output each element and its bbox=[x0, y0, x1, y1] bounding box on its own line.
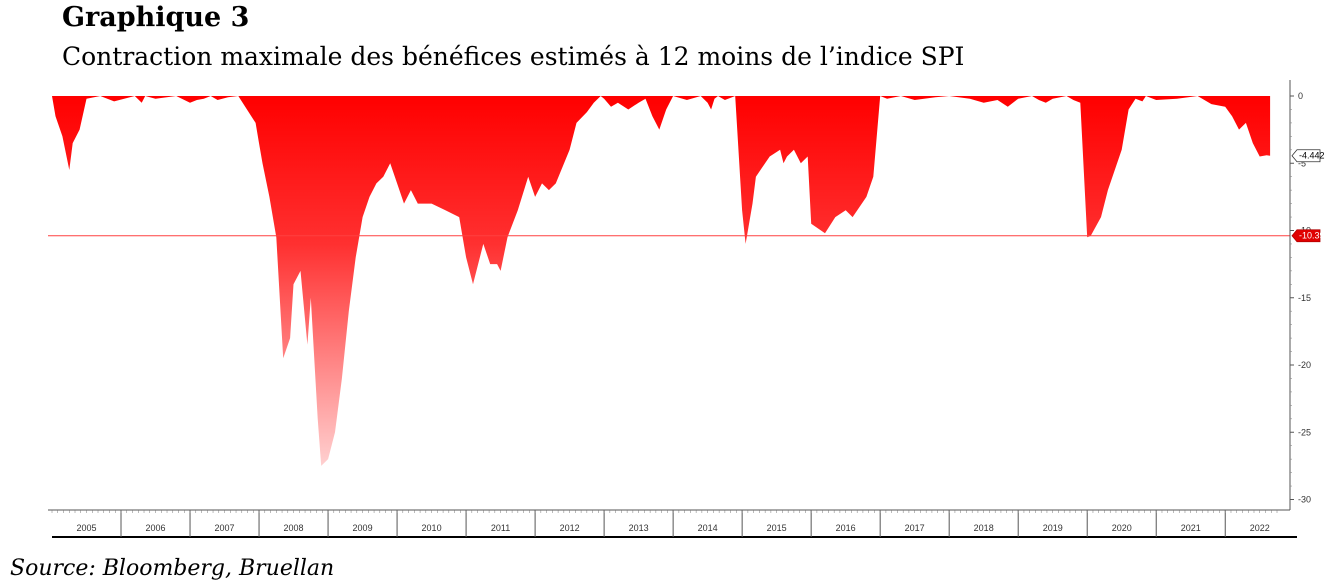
axes: 0-5-10-15-20-25-302005200620072008200920… bbox=[48, 80, 1311, 538]
last-value-label: -4.442 bbox=[1299, 151, 1325, 161]
x-tick-label: 2019 bbox=[1043, 523, 1063, 533]
x-tick-label: 2009 bbox=[353, 523, 373, 533]
x-tick-label: 2005 bbox=[76, 523, 96, 533]
x-tick-label: 2010 bbox=[422, 523, 442, 533]
reference-value-label: -10.39 bbox=[1299, 231, 1325, 241]
x-tick-label: 2015 bbox=[767, 523, 787, 533]
x-tick-label: 2016 bbox=[836, 523, 856, 533]
x-tick-label: 2008 bbox=[284, 523, 304, 533]
last-value-badge bbox=[1291, 149, 1321, 163]
y-tick-label: 0 bbox=[1298, 91, 1303, 101]
y-tick-label: -5 bbox=[1298, 158, 1306, 168]
source-note: Source: Bloomberg, Bruellan bbox=[10, 556, 335, 581]
x-tick-label: 2021 bbox=[1181, 523, 1201, 533]
reference-value-badge bbox=[1291, 229, 1321, 243]
x-tick-label: 2014 bbox=[698, 523, 718, 533]
x-tick-label: 2022 bbox=[1250, 523, 1270, 533]
chart-heading: Graphique 3 bbox=[62, 2, 250, 33]
drawdown-area bbox=[52, 96, 1271, 466]
x-tick-label: 2012 bbox=[560, 523, 580, 533]
x-tick-label: 2011 bbox=[491, 523, 510, 533]
y-tick-label: -15 bbox=[1298, 293, 1311, 303]
y-tick-label: -30 bbox=[1298, 495, 1311, 505]
x-tick-label: 2013 bbox=[629, 523, 649, 533]
chart-subtitle: Contraction maximale des bénéfices estim… bbox=[62, 42, 965, 71]
x-tick-label: 2007 bbox=[215, 523, 235, 533]
x-tick-label: 2006 bbox=[146, 523, 166, 533]
x-tick-label: 2018 bbox=[974, 523, 994, 533]
x-tick-label: 2017 bbox=[905, 523, 925, 533]
y-tick-label: -25 bbox=[1298, 427, 1311, 437]
plot-area bbox=[48, 96, 1290, 466]
x-tick-label: 2020 bbox=[1112, 523, 1132, 533]
value-callouts: -4.442 -10.39 bbox=[1291, 149, 1325, 243]
y-tick-label: -20 bbox=[1298, 360, 1311, 370]
